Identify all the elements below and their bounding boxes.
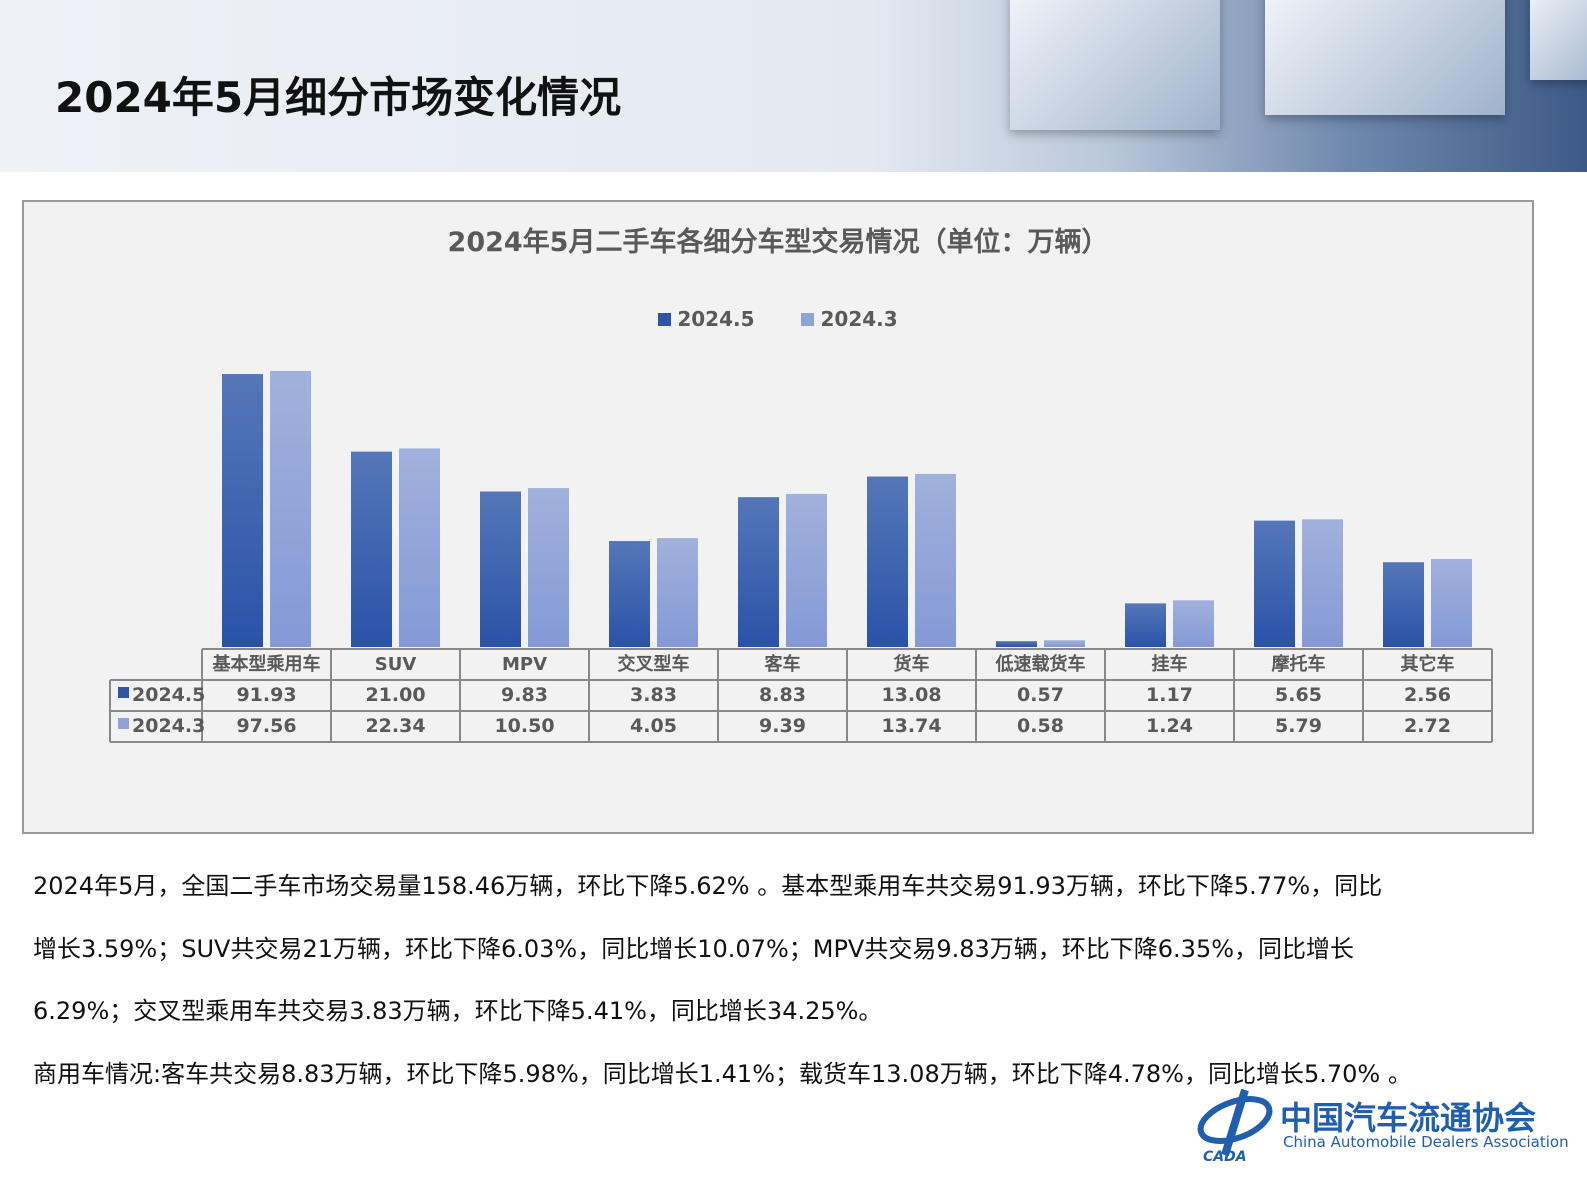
- data-label: 2.72: [1404, 715, 1451, 737]
- bar-2024.3: [270, 370, 311, 647]
- decor-cube: [1530, 0, 1587, 80]
- legend-label: 2024.3: [820, 307, 898, 331]
- data-label: 97.56: [236, 715, 296, 737]
- data-label: 5.65: [1275, 684, 1322, 706]
- legend-item: 2024.5: [658, 307, 755, 331]
- cada-emblem-icon: CADA: [1197, 1088, 1273, 1165]
- legend-swatch: [801, 313, 815, 326]
- bar-2024.3: [915, 473, 956, 647]
- data-label: 2.56: [1404, 684, 1451, 706]
- paragraph-line: 2024年5月，全国二手车市场交易量158.46万辆，环比下降5.62% 。基本…: [33, 872, 1383, 900]
- data-label: 1.24: [1146, 715, 1193, 737]
- data-label: 9.39: [759, 715, 806, 737]
- table-legend-swatch: [118, 718, 129, 729]
- data-label: 4.05: [630, 715, 677, 737]
- legend-swatch: [658, 313, 672, 326]
- paragraph-line: 商用车情况:客车共交易8.83万辆，环比下降5.98%，同比增长1.41%；载货…: [33, 1059, 1412, 1088]
- table-series-label: 2024.5: [132, 684, 205, 706]
- paragraph-line: 6.29%；交叉型乘用车共交易3.83万辆，环比下降5.41%，同比增长34.2…: [33, 997, 883, 1025]
- table-legend-swatch: [118, 687, 129, 698]
- table-series-label: 2024.3: [132, 715, 205, 737]
- data-label: 13.74: [881, 715, 941, 737]
- bar-2024.5: [738, 497, 779, 647]
- bar-2024.3: [1044, 640, 1085, 647]
- data-label: 10.50: [494, 715, 554, 737]
- category-label: 客车: [765, 653, 801, 675]
- bar-2024.5: [1125, 603, 1166, 647]
- category-label: 交叉型车: [618, 653, 690, 675]
- bar-2024.5: [1254, 520, 1295, 647]
- logo-en: China Automobile Dealers Association: [1283, 1133, 1569, 1151]
- bar-2024.5: [351, 451, 392, 647]
- page-title: 2024年5月细分市场变化情况: [55, 73, 622, 122]
- data-label: 21.00: [365, 684, 425, 706]
- bar-2024.3: [1302, 519, 1343, 647]
- logo-abbr: CADA: [1203, 1149, 1247, 1165]
- data-label: 13.08: [881, 684, 941, 706]
- chart-panel: 2024年5月二手车各细分车型交易情况（单位：万辆） 2024.5 2024.3…: [22, 200, 1534, 834]
- chart-title: 2024年5月二手车各细分车型交易情况（单位：万辆）: [447, 227, 1109, 258]
- bar-2024.5: [1383, 562, 1424, 647]
- data-label: 3.83: [630, 684, 677, 706]
- logo-cn: 中国汽车流通协会: [1280, 1099, 1537, 1137]
- category-label: SUV: [375, 654, 417, 675]
- bar-2024.5: [222, 374, 263, 647]
- data-label: 5.79: [1275, 715, 1322, 737]
- bar-2024.3: [399, 448, 440, 647]
- bar-2024.5: [996, 641, 1037, 647]
- legend: 2024.5 2024.3: [24, 307, 1532, 331]
- paragraph-line: 增长3.59%；SUV共交易21万辆，环比下降6.03%，同比增长10.07%；…: [33, 934, 1355, 963]
- data-label: 0.57: [1017, 684, 1064, 706]
- bar-2024.3: [1431, 559, 1472, 647]
- bar-2024.5: [609, 541, 650, 647]
- data-label: 22.34: [365, 715, 425, 737]
- category-label: MPV: [502, 654, 547, 675]
- bar-2024.3: [1173, 600, 1214, 647]
- category-label: 摩托车: [1272, 653, 1326, 675]
- bar-2024.5: [480, 491, 521, 647]
- data-label: 91.93: [236, 684, 296, 706]
- category-label: 挂车: [1152, 653, 1188, 675]
- category-label: 其它车: [1401, 653, 1455, 675]
- decor-cube: [1010, 0, 1220, 130]
- bar-2024.3: [786, 493, 827, 647]
- bar-2024.5: [867, 476, 908, 647]
- data-label: 8.83: [759, 684, 806, 706]
- cada-logo: CADA 中国汽车流通协会 China Automobile Dealers A…: [1195, 1085, 1575, 1165]
- data-label: 1.17: [1146, 684, 1193, 706]
- bar-2024.3: [657, 538, 698, 647]
- decor-cube: [1265, 0, 1505, 115]
- chart-svg: 基本型乘用车 91.93 97.56 SUV 21.00 22.34 MPV 9.83 10.5…: [109, 370, 1493, 743]
- header-banner: [0, 0, 1587, 172]
- legend-item: 2024.3: [801, 307, 898, 331]
- category-label: 基本型乘用车: [212, 653, 321, 675]
- summary-text: 2024年5月，全国二手车市场交易量158.46万辆，环比下降5.62% 。基本…: [33, 855, 1553, 1105]
- data-label: 0.58: [1017, 715, 1064, 737]
- bar-2024.3: [528, 488, 569, 647]
- category-label: 货车: [894, 653, 930, 675]
- data-label: 9.83: [501, 684, 548, 706]
- legend-label: 2024.5: [677, 307, 755, 331]
- category-label: 低速载货车: [995, 653, 1086, 675]
